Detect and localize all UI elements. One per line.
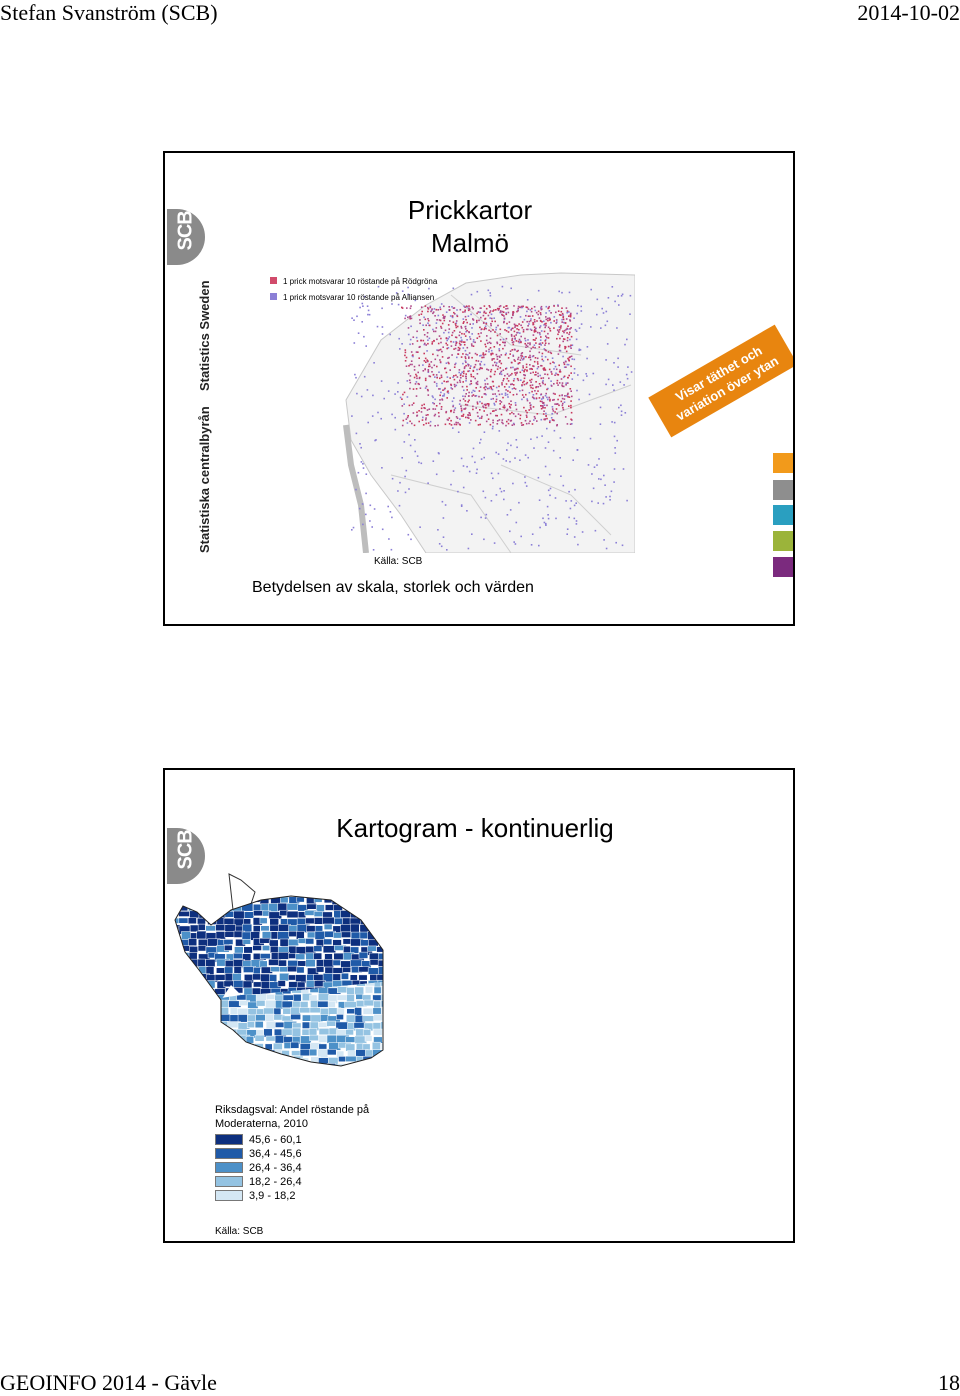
legend-red-label: 1 prick motsvarar 10 röstande på Rödgrön… — [270, 277, 437, 286]
color-square-purple — [773, 557, 793, 577]
color-square-gray — [773, 480, 793, 500]
legend-red-swatch — [270, 277, 277, 284]
legend-label: 36,4 - 45,6 — [249, 1148, 302, 1160]
slide-kartogram: SCB Kartogram - kontinuerlig Riksdagsval… — [163, 768, 795, 1243]
color-square-teal — [773, 505, 793, 525]
legend-label: 45,6 - 60,1 — [249, 1134, 302, 1146]
legend-swatch — [215, 1190, 243, 1201]
legend-blue-label: 1 prick motsvarar 10 röstande på Allians… — [270, 293, 434, 302]
cartogram-map — [174, 873, 384, 1067]
legend-swatch — [215, 1148, 243, 1159]
color-square-orange — [773, 453, 793, 473]
brand-name-se: Statistiska centralbyrån — [197, 406, 212, 553]
header-date: 2014-10-02 — [857, 0, 960, 25]
slide-title: Prickkartor Malmö — [407, 195, 533, 258]
scb-logo: SCB — [167, 209, 205, 265]
legend-swatch — [215, 1176, 243, 1187]
dot-density-map — [343, 272, 635, 553]
legend-label: 3,9 - 18,2 — [249, 1190, 296, 1202]
footer-event: GEOINFO 2014 - Gävle — [0, 1370, 217, 1395]
callout-badge: Visar täthet och variation över ytan — [648, 324, 793, 438]
color-square-green — [773, 531, 793, 551]
legend-swatch — [215, 1162, 243, 1173]
legend-blue-swatch — [270, 293, 277, 300]
brand-name-en: Statistics Sweden — [197, 280, 212, 391]
legend-swatch — [215, 1134, 243, 1145]
footer-page-number: 18 — [938, 1370, 960, 1395]
source-label: Källa: SCB — [374, 556, 423, 567]
source-label: Källa: SCB — [215, 1226, 264, 1237]
legend-label: 26,4 - 36,4 — [249, 1162, 302, 1174]
slide-title: Kartogram - kontinuerlig — [336, 813, 614, 843]
slide-prickkartor: SCB Statistiska centralbyrån Statistics … — [163, 151, 795, 626]
slide-caption: Betydelsen av skala, storlek och värden — [252, 579, 534, 596]
legend-label: 18,2 - 26,4 — [249, 1176, 302, 1188]
legend-title: Riksdagsval: Andel röstande på Moderater… — [215, 1104, 370, 1130]
header-author: Stefan Svanström (SCB) — [0, 0, 218, 25]
